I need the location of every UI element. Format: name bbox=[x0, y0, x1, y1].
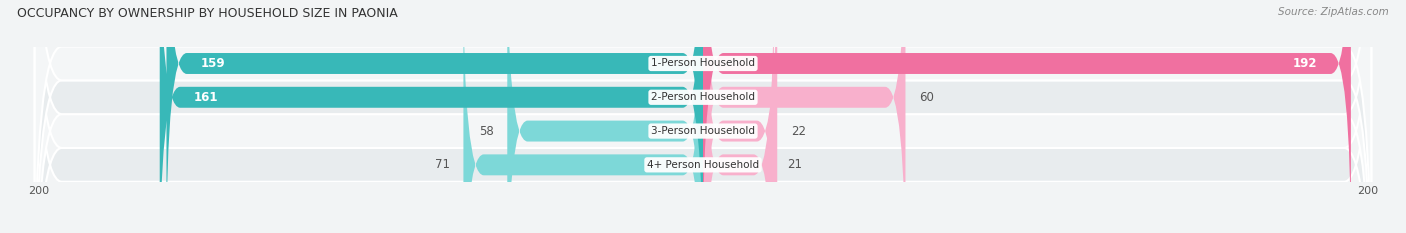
FancyBboxPatch shape bbox=[160, 0, 703, 233]
Text: OCCUPANCY BY OWNERSHIP BY HOUSEHOLD SIZE IN PAONIA: OCCUPANCY BY OWNERSHIP BY HOUSEHOLD SIZE… bbox=[17, 7, 398, 20]
FancyBboxPatch shape bbox=[703, 0, 773, 233]
FancyBboxPatch shape bbox=[703, 0, 1351, 233]
Text: 1-Person Household: 1-Person Household bbox=[651, 58, 755, 69]
FancyBboxPatch shape bbox=[464, 0, 703, 233]
Text: 21: 21 bbox=[787, 158, 803, 171]
Text: 4+ Person Household: 4+ Person Household bbox=[647, 160, 759, 170]
FancyBboxPatch shape bbox=[703, 0, 778, 233]
Text: 58: 58 bbox=[479, 125, 494, 137]
FancyBboxPatch shape bbox=[35, 0, 1371, 233]
Text: 71: 71 bbox=[434, 158, 450, 171]
FancyBboxPatch shape bbox=[35, 0, 1371, 233]
Text: 159: 159 bbox=[200, 57, 225, 70]
FancyBboxPatch shape bbox=[508, 0, 703, 233]
Text: 2-Person Household: 2-Person Household bbox=[651, 92, 755, 102]
Text: 22: 22 bbox=[790, 125, 806, 137]
FancyBboxPatch shape bbox=[35, 0, 1371, 233]
Text: Source: ZipAtlas.com: Source: ZipAtlas.com bbox=[1278, 7, 1389, 17]
Text: 192: 192 bbox=[1292, 57, 1317, 70]
FancyBboxPatch shape bbox=[703, 0, 905, 233]
Text: 60: 60 bbox=[920, 91, 934, 104]
Text: 200: 200 bbox=[28, 186, 49, 196]
FancyBboxPatch shape bbox=[35, 0, 1371, 233]
FancyBboxPatch shape bbox=[166, 0, 703, 233]
Text: 200: 200 bbox=[1357, 186, 1378, 196]
Text: 161: 161 bbox=[194, 91, 218, 104]
Text: 3-Person Household: 3-Person Household bbox=[651, 126, 755, 136]
